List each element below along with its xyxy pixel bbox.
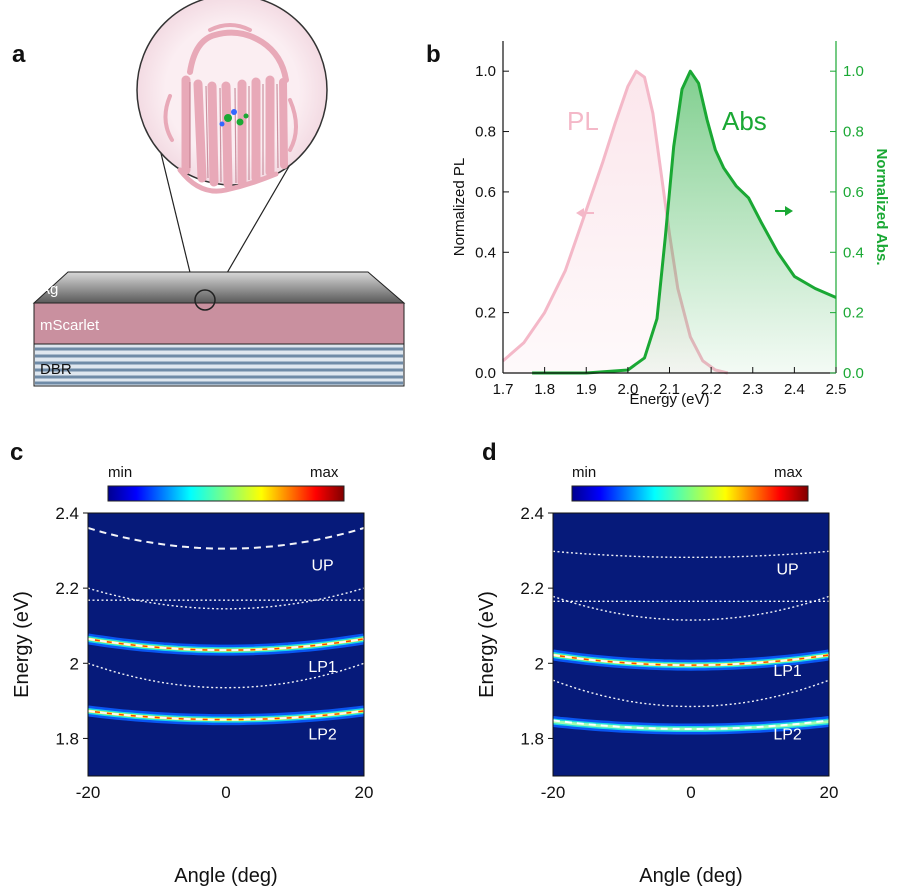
colorbar-c: [107, 485, 345, 502]
panel-letter-d: d: [482, 439, 497, 466]
x-tick-label: 0: [686, 783, 695, 802]
y-tick-label: 0.8: [475, 124, 496, 141]
dispersion-curve-dotted: [553, 595, 829, 621]
x-tick-label: 2.3: [742, 381, 763, 398]
map-frame: [87, 512, 365, 777]
dispersion-curve-dashed: [88, 637, 364, 652]
x-axis-label: Angle (deg): [174, 865, 277, 887]
x-tick-label: 1.9: [576, 381, 597, 398]
panel-a: a: [12, 0, 406, 387]
y-tick-label: 1.8: [55, 729, 79, 748]
branch-label-lp1: LP1: [308, 659, 337, 676]
x-tick-label: 2.2: [701, 381, 722, 398]
y-tick-label: 2: [535, 654, 544, 673]
map-frame: [552, 512, 830, 777]
y2-tick-label: 0.8: [843, 124, 864, 141]
spectrum-chart: 1.7 1.8 1.9 2.0 2.1 2.2 2.3 2.4 2.50.00.20.40.60…: [451, 41, 890, 408]
dbr-layer: [33, 343, 405, 387]
colorbar-d: [571, 485, 809, 502]
colorbar-min-label-d: min: [572, 464, 596, 481]
dispersion-map-c: UP LP1 LP2 -20 0 20 1.8 2 2.2 2.4 Angle (deg) Energ…: [11, 504, 373, 887]
map-content: [88, 527, 364, 726]
colorbar-min-label-c: min: [108, 464, 132, 481]
y-tick-label: 1.8: [520, 729, 544, 748]
mscarlet-protein-structure: [163, 23, 298, 194]
mscarlet-protein-shading: [189, 82, 279, 184]
x-tick-label: 2.1: [659, 381, 680, 398]
ag-layer-label: Ag: [40, 281, 58, 298]
mscarlet-layer-label: mScarlet: [40, 317, 100, 334]
y-tick-label: 0.0: [475, 365, 496, 382]
dispersion-curve-dotted: [553, 679, 829, 708]
abs-axis-arrow: [775, 206, 793, 216]
abs-label: Abs: [722, 106, 767, 136]
x-axis-label: Energy (eV): [629, 391, 709, 408]
y2-tick-label: 1.0: [843, 63, 864, 80]
series-line-abs: [532, 69, 837, 375]
x-tick-label: 20: [355, 783, 374, 802]
dispersion-curve-dashed: [88, 710, 364, 721]
y-axis-label: Normalized PL: [451, 158, 468, 256]
x-tick-label: 1.7: [493, 381, 514, 398]
x-tick-label: 2.4: [784, 381, 805, 398]
ag-layer: [32, 271, 406, 304]
dispersion-curve-dashed: [88, 527, 364, 550]
y-tick-label: 0.6: [475, 184, 496, 201]
branch-label-up: UP: [311, 558, 333, 575]
y-tick-label: 2: [70, 654, 79, 673]
x-tick-label: 0: [221, 783, 230, 802]
branch-label-lp1: LP1: [773, 663, 802, 680]
panel-b: b 1.7 1.8 1.9 2.0 2.1 2.2 2.3 2.4 2.50.00.20.40.…: [426, 41, 890, 408]
y-axis-label: Energy (eV): [476, 591, 498, 698]
zoom-spot: [194, 289, 216, 311]
x-tick-label: 2.5: [826, 381, 847, 398]
y-tick-label: 2.4: [55, 504, 79, 523]
y-tick-label: 2.4: [520, 504, 544, 523]
x-tick-label: 2.0: [617, 381, 638, 398]
dbr-layer-label: DBR: [40, 361, 72, 378]
panel-letter-b: b: [426, 41, 441, 68]
x-tick-label: 1.8: [534, 381, 555, 398]
panel-letter-c: c: [10, 439, 23, 466]
x-tick-label: 20: [820, 783, 839, 802]
branch-label-up: UP: [776, 561, 798, 578]
colorbar-max-label-d: max: [774, 464, 803, 481]
y2-axis-label: Normalized Abs.: [873, 149, 890, 266]
y2-tick-label: 0.6: [843, 184, 864, 201]
pl-label: PL: [567, 106, 599, 136]
series-fill-abs: [532, 71, 836, 373]
dispersion-curve-dotted: [88, 662, 364, 689]
y2-tick-label: 0.0: [843, 365, 864, 382]
dispersion-curve-dashed: [553, 654, 829, 667]
dispersion-curve-dashed: [553, 719, 829, 730]
y-tick-label: 0.2: [475, 305, 496, 322]
pl-axis-arrow: [576, 208, 594, 218]
map-content: [553, 550, 829, 735]
dispersion-map-d: UP LP1 LP2 -20 0 20 1.8 2 2.2 2.4 Angle (deg) Energ…: [476, 504, 838, 887]
y-tick-label: 2.2: [55, 579, 79, 598]
branch-label-lp2: LP2: [308, 727, 337, 744]
branch-label-lp2: LP2: [773, 727, 802, 744]
y-tick-label: 1.0: [475, 63, 496, 80]
panel-d: d min max UP LP1 LP2 -20 0 20 1.8 2 2.2 2.4 Angle …: [476, 439, 838, 887]
y-tick-label: 0.4: [475, 244, 496, 261]
panel-c: c min max UP LP1 LP2 -20 0 20 1.8 2 2.2 2.4 Angle …: [10, 439, 373, 887]
x-tick-label: -20: [541, 783, 566, 802]
x-tick-label: -20: [76, 783, 101, 802]
colorbar-max-label-c: max: [310, 464, 339, 481]
y2-tick-label: 0.2: [843, 305, 864, 322]
y-tick-label: 2.2: [520, 579, 544, 598]
panel-letter-a: a: [12, 41, 26, 68]
protein-zoom-circle: [136, 0, 328, 186]
mscarlet-layer: [33, 302, 405, 345]
chromophore: [219, 109, 249, 127]
y-axis-label: Energy (eV): [11, 591, 33, 698]
y2-tick-label: 0.4: [843, 244, 864, 261]
dispersion-curve-dotted: [88, 587, 364, 610]
dispersion-curve-dotted: [553, 550, 829, 558]
x-axis-label: Angle (deg): [639, 865, 742, 887]
